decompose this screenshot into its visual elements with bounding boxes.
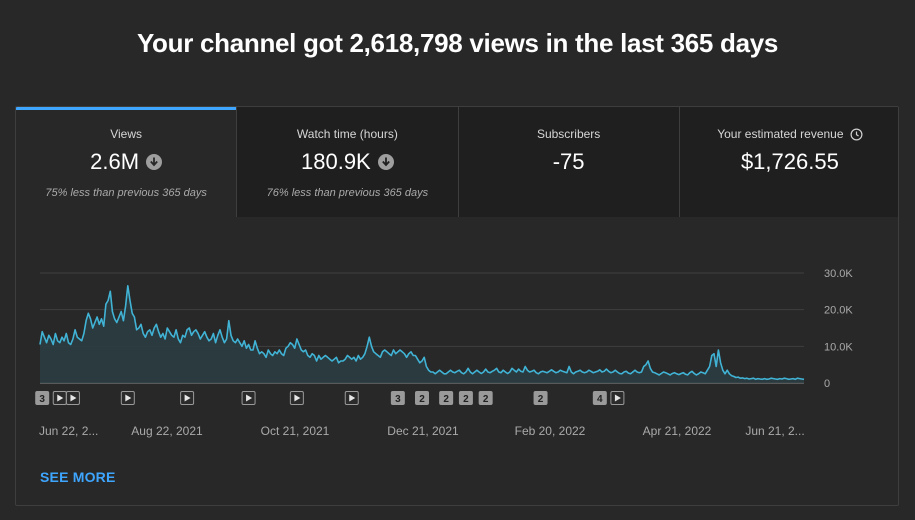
analytics-card: Views 2.6M 75% less than previous 365 da…: [15, 106, 899, 506]
video-marker-play[interactable]: [344, 391, 359, 405]
y-axis-ticks: 0 10.0K 20.0K 30.0K: [824, 268, 853, 390]
tab-views-value-row: 2.6M: [16, 149, 236, 175]
tab-views-value: 2.6M: [90, 149, 140, 174]
video-count-label: 2: [538, 394, 544, 405]
tab-watch-time-value: 180.9K: [301, 149, 371, 174]
video-count-label: 2: [419, 394, 425, 405]
views-chart: 0 10.0K 20.0K 30.0K 3 3 2 2 2 2 2 4 Jun 22, 2... Au…: [35, 268, 853, 438]
video-marker-play[interactable]: [52, 391, 67, 405]
video-marker-count[interactable]: 2: [478, 391, 493, 405]
play-icon: [614, 394, 621, 402]
arrow-down-circle-icon: [146, 154, 163, 170]
video-marker-play[interactable]: [241, 391, 256, 405]
y-tick-label: 30.0K: [824, 268, 853, 280]
video-marker-play[interactable]: [289, 391, 304, 405]
tab-watch-time[interactable]: Watch time (hours) 180.9K 76% less than …: [236, 107, 458, 217]
series-area: [40, 285, 804, 383]
x-tick-label: Jun 21, 2...: [745, 424, 804, 438]
tab-subscribers-value-row: -75: [459, 149, 679, 175]
tab-watch-time-value-row: 180.9K: [237, 149, 457, 175]
tab-revenue-value: $1,726.55: [740, 149, 839, 174]
play-icon: [70, 394, 77, 402]
clock-icon[interactable]: [850, 128, 863, 141]
y-tick-label: 20.0K: [824, 305, 853, 317]
tab-views-title: Views: [110, 127, 143, 141]
video-markers: 3 3 2 2 2 2 2 4: [35, 391, 625, 405]
y-tick-label: 10.0K: [824, 341, 853, 353]
play-icon: [125, 394, 132, 402]
video-count-label: 3: [39, 394, 45, 405]
play-icon: [349, 394, 356, 402]
video-marker-count[interactable]: 4: [592, 391, 607, 405]
video-marker-count[interactable]: 2: [439, 391, 454, 405]
tab-watch-time-title: Watch time (hours): [296, 127, 398, 141]
play-icon: [294, 394, 301, 402]
video-marker-play[interactable]: [120, 391, 135, 405]
video-marker-play[interactable]: [180, 391, 195, 405]
video-count-label: 3: [395, 394, 401, 405]
tab-views[interactable]: Views 2.6M 75% less than previous 365 da…: [16, 107, 237, 217]
tab-subscribers[interactable]: Subscribers -75: [457, 107, 679, 217]
tab-views-note: 75% less than previous 365 days: [45, 187, 207, 199]
tab-watch-time-note: 76% less than previous 365 days: [266, 187, 429, 199]
tab-revenue[interactable]: Your estimated revenue $1,726.55: [678, 107, 898, 217]
video-marker-count[interactable]: 2: [415, 391, 429, 405]
video-count-label: 4: [597, 394, 603, 405]
video-marker-count[interactable]: 2: [458, 391, 473, 405]
x-tick-label: Aug 22, 2021: [131, 424, 203, 438]
play-icon: [184, 394, 191, 402]
video-count-label: 2: [443, 394, 449, 405]
tab-subscribers-value: -75: [552, 149, 585, 174]
video-count-label: 2: [463, 394, 469, 405]
video-marker-play[interactable]: [610, 391, 625, 405]
tab-revenue-title: Your estimated revenue: [717, 127, 844, 141]
x-axis-ticks: Jun 22, 2... Aug 22, 2021 Oct 21, 2021 Dec …: [39, 424, 805, 438]
x-tick-label: Dec 21, 2021: [387, 424, 459, 438]
x-tick-label: Feb 20, 2022: [515, 424, 586, 438]
arrow-down-circle-icon: [377, 154, 394, 170]
video-marker-play[interactable]: [65, 391, 80, 405]
video-marker-count[interactable]: 3: [390, 391, 405, 405]
video-marker-count[interactable]: 2: [533, 391, 548, 405]
page-headline: Your channel got 2,618,798 views in the …: [136, 28, 779, 58]
see-more-link[interactable]: SEE MORE: [40, 469, 116, 485]
metric-tabs: Views 2.6M 75% less than previous 365 da…: [16, 107, 898, 217]
x-tick-label: Apr 21, 2022: [643, 424, 712, 438]
play-icon: [246, 394, 253, 402]
tab-revenue-value-row: $1,726.55: [680, 149, 898, 175]
y-tick-label: 0: [824, 378, 830, 390]
tab-revenue-title-row: Your estimated revenue: [680, 127, 898, 141]
x-tick-label: Jun 22, 2...: [39, 424, 98, 438]
series-line: [39, 285, 805, 381]
play-icon: [57, 394, 64, 402]
video-count-label: 2: [483, 394, 489, 405]
tab-subscribers-title: Subscribers: [536, 127, 601, 141]
x-tick-label: Oct 21, 2021: [261, 424, 330, 438]
video-marker-count[interactable]: 3: [35, 391, 50, 405]
